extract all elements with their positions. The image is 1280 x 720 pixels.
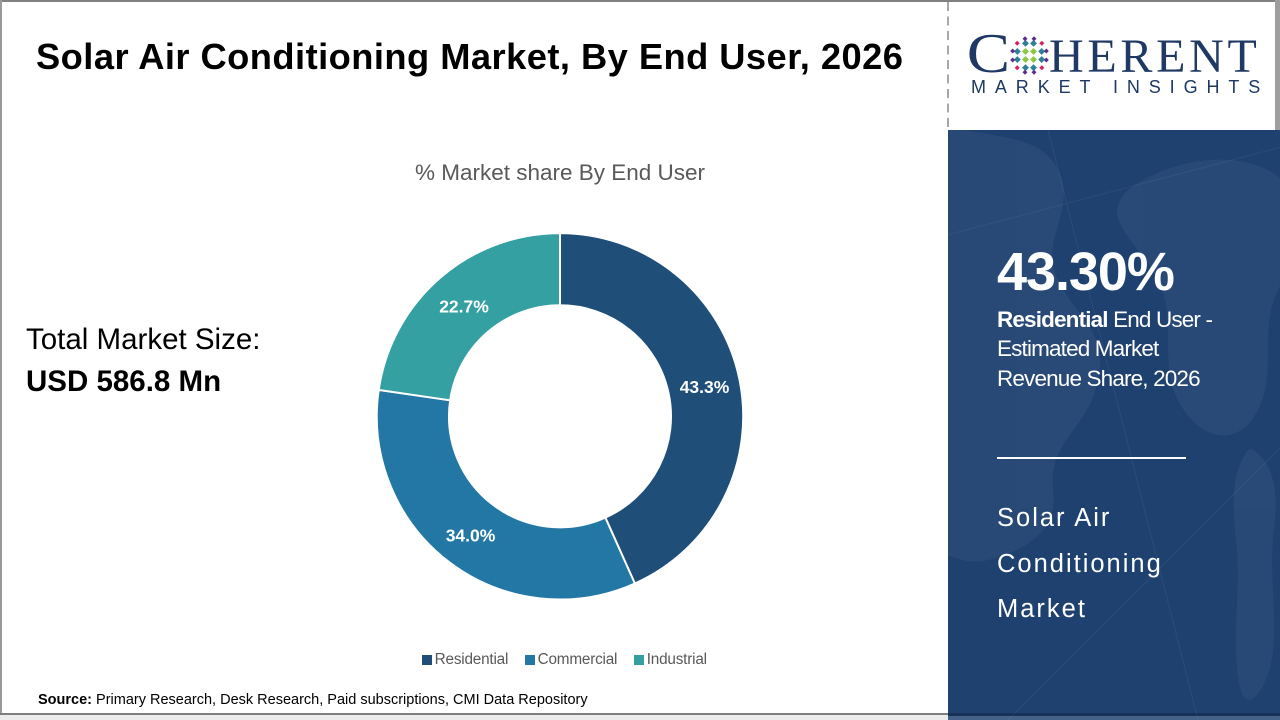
svg-text:HERENT: HERENT bbox=[1049, 30, 1261, 83]
svg-text:C: C bbox=[967, 23, 1010, 85]
svg-text:22.7%: 22.7% bbox=[439, 297, 489, 317]
svg-text:34.0%: 34.0% bbox=[446, 525, 496, 545]
svg-text:43.3%: 43.3% bbox=[680, 377, 730, 397]
svg-text:MARKET INSIGHTS: MARKET INSIGHTS bbox=[971, 77, 1269, 97]
